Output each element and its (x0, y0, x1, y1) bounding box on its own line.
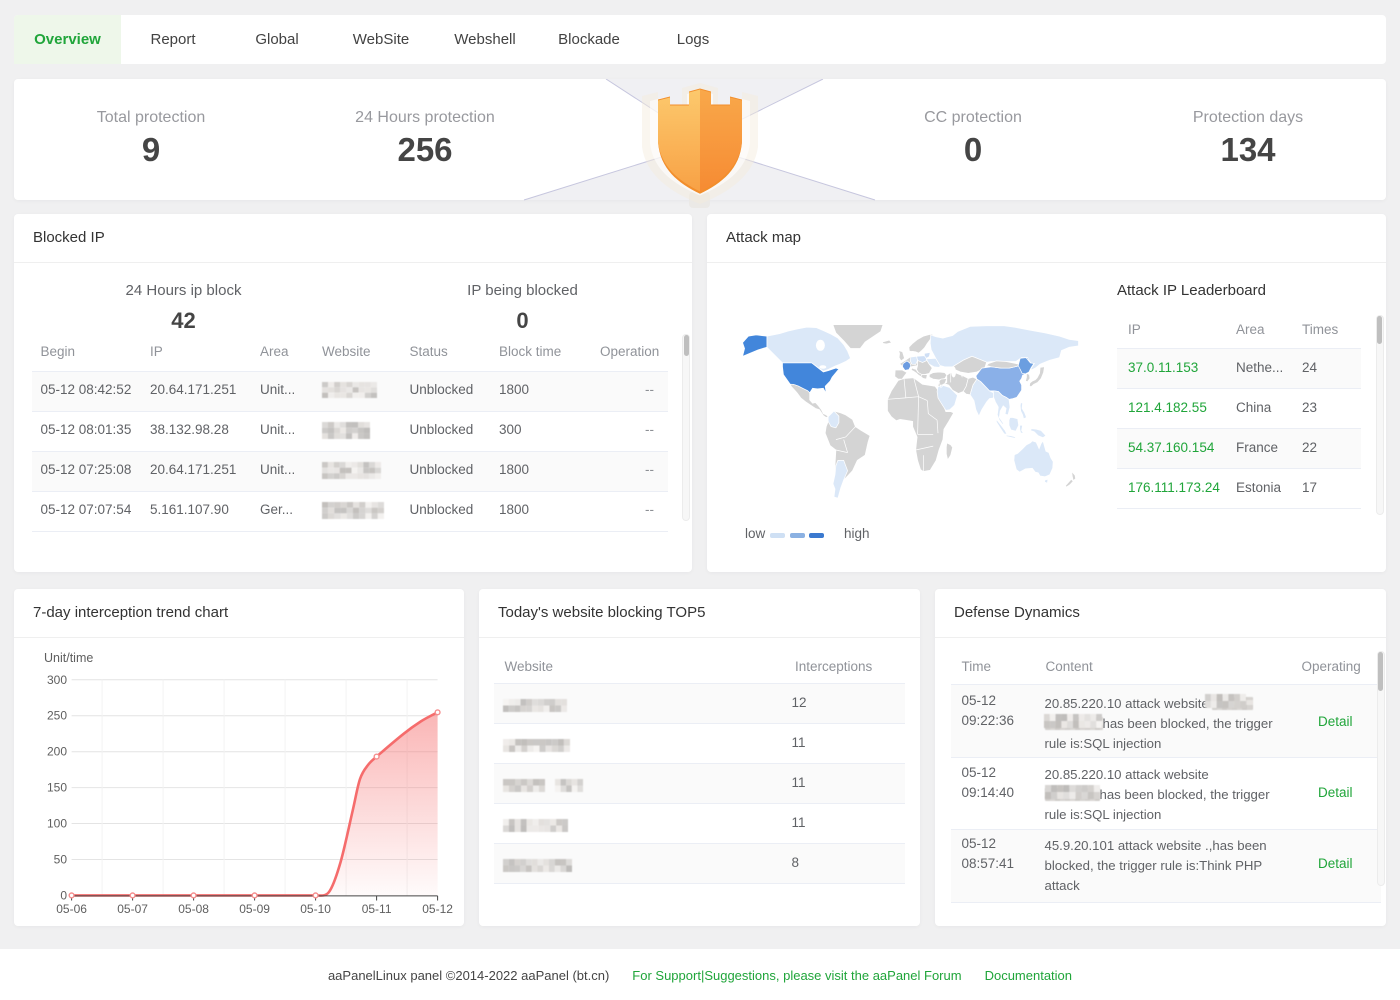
svg-text:05-10: 05-10 (300, 902, 331, 916)
svg-text:50: 50 (54, 853, 68, 867)
svg-text:200: 200 (47, 745, 67, 759)
svg-text:05-11: 05-11 (362, 902, 392, 916)
svg-text:250: 250 (47, 709, 67, 723)
svg-text:05-12: 05-12 (422, 902, 453, 916)
svg-text:Unit/time: Unit/time (44, 651, 93, 665)
svg-text:05-07: 05-07 (117, 902, 148, 916)
svg-text:150: 150 (47, 781, 67, 795)
svg-text:300: 300 (47, 673, 67, 687)
svg-text:100: 100 (47, 817, 67, 831)
svg-text:05-09: 05-09 (239, 902, 270, 916)
svg-text:05-06: 05-06 (56, 902, 87, 916)
svg-text:05-08: 05-08 (178, 902, 209, 916)
svg-text:0: 0 (60, 888, 67, 902)
